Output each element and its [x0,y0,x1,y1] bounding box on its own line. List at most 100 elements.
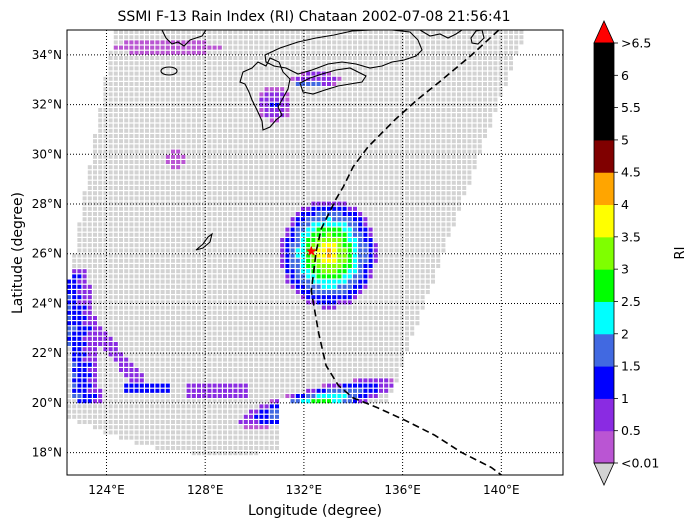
swath-pixel [197,274,201,279]
swath-pixel [493,82,498,86]
swath-pixel [405,238,409,242]
swath-pixel [176,284,181,289]
swath-pixel [451,123,456,128]
swath-pixel [212,258,217,263]
swath-pixel [186,290,191,294]
swath-pixel [124,82,129,86]
swath-pixel [332,186,337,190]
swath-pixel [186,331,191,336]
swath-pixel [259,342,264,346]
swath-pixel [249,253,253,258]
swath-pixel [399,165,404,170]
swath-pixel [451,56,456,60]
swath-pixel [493,35,498,40]
swath-pixel [301,123,305,128]
swath-pixel [197,186,201,190]
swath-pixel [228,290,233,294]
swath-pixel [191,310,196,315]
swath-pixel [98,186,103,190]
swath-pixel [384,201,389,206]
swath-pixel [150,295,155,300]
swath-pixel [197,170,201,175]
swath-pixel [223,160,227,164]
swath-pixel [82,258,87,263]
swath-pixel [165,108,170,112]
swath-pixel [155,82,160,86]
swath-pixel [306,310,311,315]
swath-pixel [368,87,373,92]
swath-pixel [425,290,430,294]
swath-pixel [290,336,295,341]
swath-pixel [384,352,389,357]
swath-pixel [212,321,217,326]
swath-pixel [124,92,129,97]
swath-pixel [373,66,378,71]
swath-pixel [358,139,363,144]
swath-pixel [488,66,493,71]
swath-pixel [134,30,139,34]
swath-pixel [191,258,196,263]
swath-pixel [410,186,415,190]
swath-pixel [342,118,347,123]
swath-pixel [280,368,285,372]
swath-pixel [134,186,139,190]
swath-pixel [129,113,134,118]
swath-pixel [207,269,212,274]
swath-pixel [358,206,363,211]
swath-pixel [337,326,342,331]
swath-pixel [358,201,363,206]
swath-pixel [290,92,295,97]
swath-pixel [337,66,342,71]
swath-pixel [285,139,290,144]
swath-pixel [436,87,441,92]
swath-pixel [217,118,222,123]
swath-pixel [113,269,118,274]
swath-pixel [249,76,253,81]
swath-pixel [103,238,108,242]
swath-pixel [223,336,227,341]
swath-pixel [415,134,420,138]
swath-pixel [134,97,139,102]
swath-pixel [316,347,321,352]
swath-pixel [342,30,347,34]
swath-pixel [254,331,259,336]
swath-pixel [379,284,383,289]
swath-pixel [129,300,134,305]
swath-pixel [202,113,207,118]
swath-pixel [228,279,233,284]
swath-pixel [108,284,113,289]
swath-pixel [243,331,248,336]
swath-pixel [425,128,430,133]
swath-pixel [249,118,253,123]
swath-pixel [165,305,170,310]
swath-pixel [238,212,243,216]
swath-pixel [410,222,415,227]
swath-pixel [327,347,331,352]
swath-pixel [509,45,513,50]
swath-pixel [217,222,222,227]
swath-pixel [275,227,279,232]
swath-pixel [181,144,186,149]
swath-pixel [368,222,373,227]
swath-pixel [181,134,186,138]
swath-pixel [181,35,186,40]
swath-pixel [379,40,383,45]
swath-pixel [233,71,238,76]
swath-pixel [186,113,191,118]
swath-pixel [472,108,477,112]
swath-pixel [124,217,129,222]
swath-pixel [498,71,503,76]
swath-pixel [98,113,103,118]
swath-pixel [311,149,316,154]
swath-pixel [254,373,259,378]
swath-pixel [223,144,227,149]
swath-pixel [233,154,238,159]
swath-pixel [108,253,113,258]
swath-pixel [353,61,357,66]
swath-pixel [238,378,243,383]
swath-pixel [228,222,233,227]
swath-pixel [202,378,207,383]
swath-pixel [103,300,108,305]
swath-pixel [228,295,233,300]
swath-pixel [379,217,383,222]
